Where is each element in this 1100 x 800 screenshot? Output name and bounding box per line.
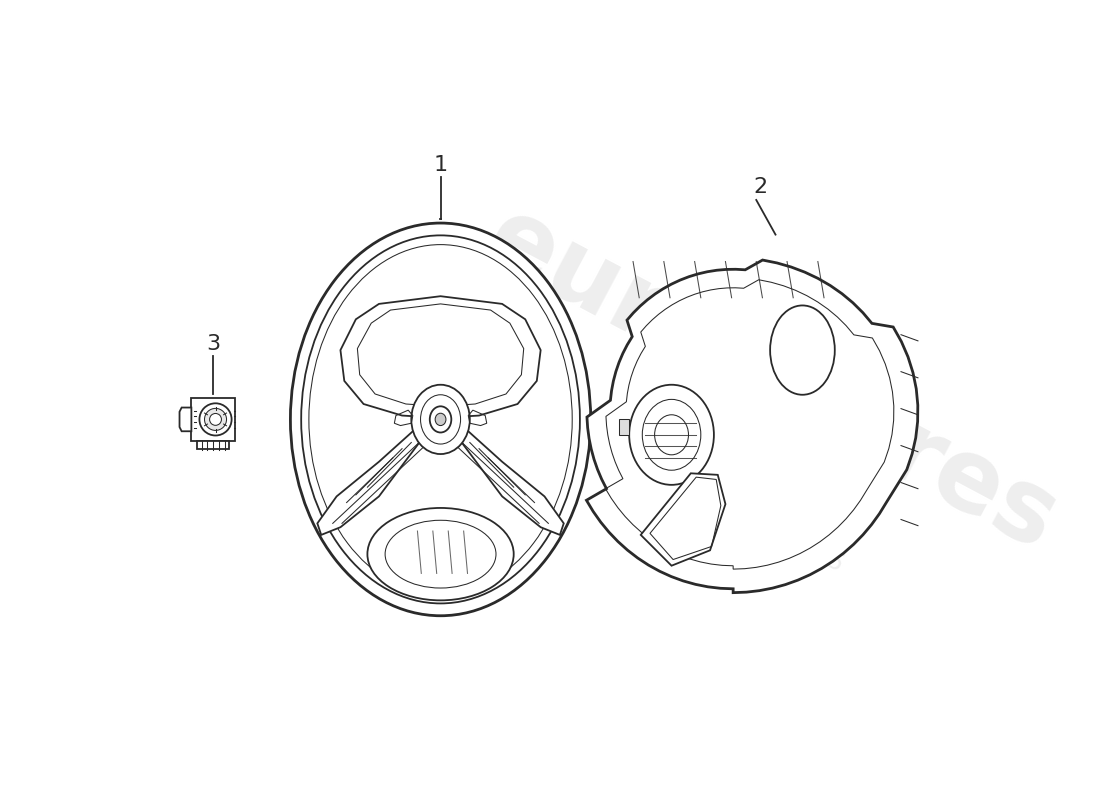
Ellipse shape: [770, 306, 835, 394]
Polygon shape: [619, 419, 629, 435]
Polygon shape: [197, 441, 230, 449]
Ellipse shape: [436, 414, 446, 426]
Polygon shape: [341, 296, 541, 418]
Polygon shape: [179, 407, 191, 431]
Text: eurospares: eurospares: [470, 190, 1074, 572]
Ellipse shape: [411, 385, 470, 454]
Ellipse shape: [210, 414, 221, 426]
Ellipse shape: [420, 394, 461, 444]
Text: a passion since 1985: a passion since 1985: [604, 432, 847, 577]
Text: 2: 2: [754, 177, 767, 197]
Text: 1985: 1985: [773, 428, 893, 519]
Ellipse shape: [367, 508, 514, 600]
Ellipse shape: [301, 235, 580, 603]
Ellipse shape: [430, 406, 451, 433]
Ellipse shape: [290, 223, 591, 616]
Ellipse shape: [199, 403, 232, 435]
Text: 1: 1: [433, 155, 448, 175]
Polygon shape: [586, 260, 917, 593]
Polygon shape: [640, 474, 726, 566]
Polygon shape: [191, 398, 235, 441]
Ellipse shape: [205, 408, 227, 430]
Text: 3: 3: [207, 334, 220, 354]
Ellipse shape: [629, 385, 714, 485]
Polygon shape: [318, 427, 425, 535]
Polygon shape: [455, 427, 563, 535]
